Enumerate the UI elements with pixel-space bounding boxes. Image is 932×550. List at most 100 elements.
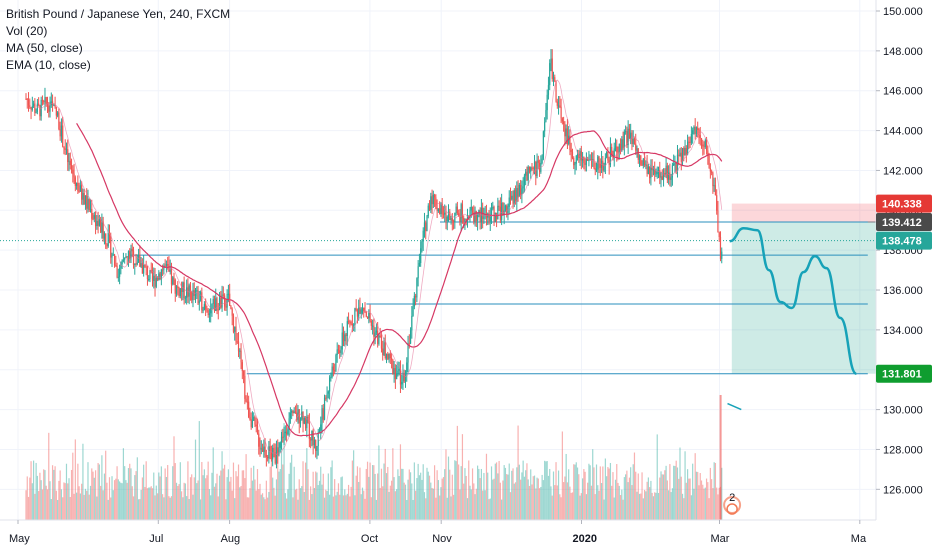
- candle-body: [232, 315, 235, 332]
- candle-body: [121, 260, 123, 265]
- price-tag-label: 139.412: [882, 217, 922, 229]
- candle-body: [34, 103, 36, 113]
- volume-bar: [442, 477, 445, 520]
- volume-bar: [251, 480, 254, 520]
- stop-loss-zone[interactable]: [731, 203, 876, 223]
- volume-bar: [528, 485, 531, 520]
- time-axis[interactable]: May Jul Aug Oct Nov 2020 Mar Ma: [0, 519, 932, 550]
- volume-bar: [628, 477, 631, 520]
- volume-bar: [216, 473, 218, 520]
- volume-bar: [455, 461, 457, 520]
- volume-bar: [370, 497, 372, 520]
- volume-bar: [468, 460, 470, 520]
- legend-symbol[interactable]: British Pound / Japanese Yen, 240, FXCM: [6, 7, 231, 21]
- event-badge-icon[interactable]: [723, 496, 742, 514]
- volume-bar: [456, 425, 458, 520]
- candle-body: [175, 286, 178, 294]
- candle-body: [105, 233, 107, 245]
- candle-body: [673, 163, 675, 166]
- candle-body: [436, 207, 438, 212]
- take-profit-zone[interactable]: [731, 222, 876, 374]
- volume-bar: [299, 488, 302, 520]
- volume-bar: [514, 482, 517, 520]
- volume-bar: [292, 497, 294, 520]
- volume-bar: [344, 489, 346, 520]
- volume-bar: [556, 485, 558, 520]
- volume-bar: [393, 477, 395, 520]
- volume-bar: [522, 460, 524, 520]
- candle-body: [318, 430, 321, 433]
- candle-body: [263, 446, 265, 452]
- candle-body: [298, 409, 300, 424]
- volume-bar: [551, 495, 553, 520]
- volume-bar: [655, 492, 657, 520]
- volume-bar: [499, 482, 501, 520]
- candle-body: [120, 264, 122, 269]
- candle-body: [267, 456, 269, 459]
- candle-body: [417, 266, 419, 279]
- volume-bar: [574, 464, 576, 520]
- price-axis[interactable]: 150.000148.000146.000144.000142.000140.0…: [875, 0, 932, 550]
- volume-bar: [81, 483, 83, 520]
- volume-bar: [313, 487, 316, 520]
- volume-bar: [640, 493, 642, 520]
- candle-body: [711, 171, 713, 173]
- candle-body: [131, 248, 133, 252]
- legend-ma[interactable]: MA (50, close): [6, 41, 83, 55]
- candle-body: [685, 148, 687, 155]
- projection-curve[interactable]: [729, 226, 858, 375]
- legend-volume[interactable]: Vol (20): [6, 24, 48, 38]
- candle-body: [44, 97, 46, 102]
- volume-bar: [540, 486, 542, 520]
- candle-body: [149, 270, 151, 279]
- volume-bar: [148, 487, 150, 520]
- volume-bar: [469, 485, 471, 520]
- volume-bar: [250, 467, 252, 520]
- event-badge[interactable]: 2: [723, 492, 742, 515]
- candle-body: [385, 353, 388, 359]
- volume-bar: [378, 445, 380, 520]
- candle-body: [87, 199, 89, 209]
- candle-body: [165, 264, 168, 266]
- legend-ema[interactable]: EMA (10, close): [6, 58, 91, 72]
- volume-bar: [497, 473, 499, 520]
- volume-bar: [579, 495, 581, 520]
- candle-body: [377, 330, 379, 344]
- volume-bar: [107, 499, 109, 520]
- volume-bar: [121, 483, 123, 520]
- candle-body: [684, 148, 686, 156]
- volume-bar: [387, 466, 389, 520]
- candle-body: [576, 154, 579, 156]
- volume-bar: [113, 480, 116, 520]
- candle-body: [522, 186, 524, 189]
- candle-body: [428, 205, 431, 210]
- projection-path[interactable]: [727, 226, 858, 411]
- price-axis-bg: [876, 0, 932, 550]
- volume-bar: [678, 478, 680, 520]
- position-zones[interactable]: [731, 203, 876, 374]
- candle-body: [498, 205, 500, 207]
- candle-body: [72, 169, 74, 174]
- candle-body: [192, 290, 194, 301]
- candle-body: [444, 212, 446, 215]
- candle-body: [173, 277, 175, 280]
- volume-bar: [283, 423, 285, 520]
- candle-body: [199, 292, 202, 301]
- volume-bar: [38, 491, 40, 520]
- candle-body: [645, 164, 647, 166]
- support-resistance-lines[interactable]: [0, 221, 876, 375]
- volume-bar: [718, 487, 720, 520]
- volume-bar: [617, 482, 619, 520]
- volume-bar: [550, 486, 552, 520]
- time-tick-label: Oct: [361, 533, 378, 545]
- volume-bar: [636, 491, 638, 520]
- volume-bar: [342, 495, 345, 520]
- candle-body: [718, 232, 720, 237]
- volume-bar: [420, 472, 422, 520]
- candle-body: [619, 144, 622, 152]
- volume-bar: [34, 493, 36, 520]
- candle-body: [101, 221, 103, 233]
- candle-body: [54, 105, 56, 108]
- chart-legend: British Pound / Japanese Yen, 240, FXCM …: [6, 6, 230, 74]
